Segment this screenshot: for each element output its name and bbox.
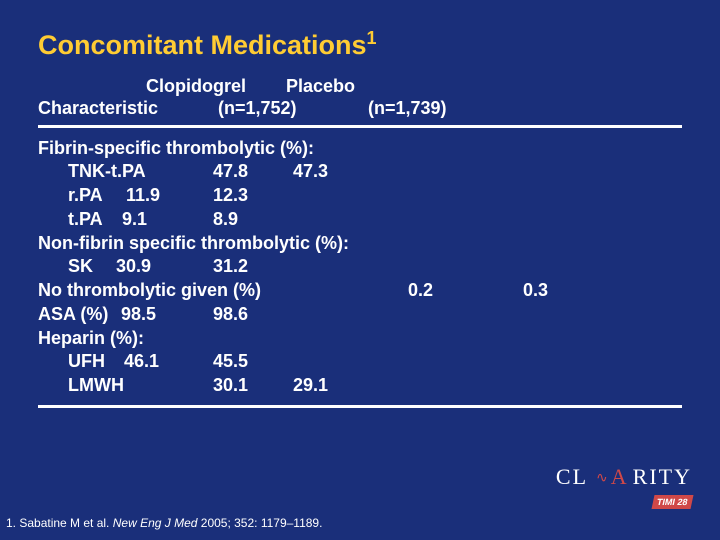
top-rule [38, 125, 682, 128]
timi-badge: TIMI 28 [652, 495, 693, 509]
ufh-v2: 45.5 [213, 349, 248, 373]
lmwh-label: LMWH [68, 373, 124, 397]
footnote: 1. Sabatine M et al. New Eng J Med 2005;… [6, 516, 322, 530]
row-nothrombo: No thrombolytic given (%) 0.2 0.3 [38, 278, 682, 302]
bottom-rule [38, 405, 682, 408]
table-header: Clopidogrel Placebo Characteristic (n=1,… [38, 75, 682, 119]
footnote-prefix: 1. Sabatine M et al. [6, 516, 113, 530]
header-placebo: Placebo [286, 75, 355, 98]
row-asa: ASA (%) 98.5 98.6 [38, 302, 682, 326]
heartbeat-icon: ∿ [596, 469, 607, 486]
header-clopidogrel: Clopidogrel [146, 75, 246, 98]
ufh-label: UFH [68, 349, 105, 373]
tnk-label: TNK-t.PA [68, 159, 146, 183]
row-sk: SK 30.9 31.2 [38, 254, 682, 278]
slide-title: Concomitant Medications1 [38, 28, 682, 61]
sk-v2: 31.2 [213, 254, 248, 278]
tpa-label: t.PA [68, 207, 103, 231]
rpa-v2: 12.3 [213, 183, 248, 207]
sk-v1: 30.9 [116, 254, 151, 278]
nonfibrin-heading: Non-fibrin specific thrombolytic (%): [38, 233, 682, 254]
nothrombo-v2: 0.3 [523, 278, 548, 302]
nothrombo-label: No thrombolytic given (%) [38, 278, 261, 302]
tpa-v2: 8.9 [213, 207, 238, 231]
slide-container: Concomitant Medications1 Clopidogrel Pla… [0, 0, 720, 540]
asa-label: ASA (%) [38, 302, 108, 326]
header-n1: (n=1,752) [218, 97, 297, 120]
title-sup: 1 [367, 28, 377, 48]
logo-left: CL [556, 464, 588, 490]
row-lmwh: LMWH 30.1 29.1 [38, 373, 682, 397]
ufh-v1: 46.1 [124, 349, 159, 373]
header-n2: (n=1,739) [368, 97, 447, 120]
row-rpa: r.PA 11.9 12.3 [38, 183, 682, 207]
header-characteristic: Characteristic [38, 97, 158, 120]
tpa-v1: 9.1 [122, 207, 147, 231]
logo-right: RITY [633, 464, 692, 490]
lmwh-v2: 29.1 [293, 373, 328, 397]
row-ufh: UFH 46.1 45.5 [38, 349, 682, 373]
row-tnk: TNK-t.PA 47.8 47.3 [38, 159, 682, 183]
lmwh-v1: 30.1 [213, 373, 248, 397]
asa-v2: 98.6 [213, 302, 248, 326]
tnk-v1: 47.8 [213, 159, 248, 183]
fibrin-heading: Fibrin-specific thrombolytic (%): [38, 138, 682, 159]
rpa-label: r.PA [68, 183, 103, 207]
rpa-v1: 11.9 [126, 183, 160, 207]
heparin-heading: Heparin (%): [38, 328, 682, 349]
nothrombo-v1: 0.2 [408, 278, 433, 302]
footnote-journal: New Eng J Med [113, 516, 198, 530]
row-tpa: t.PA 9.1 8.9 [38, 207, 682, 231]
logo-accent: A [611, 464, 629, 490]
clarity-logo: CL ∿ARITY TIMI 28 [556, 464, 692, 510]
tnk-v2: 47.3 [293, 159, 328, 183]
footnote-rest: 2005; 352: 1179–1189. [197, 516, 322, 530]
sk-label: SK [68, 254, 93, 278]
title-text: Concomitant Medications [38, 30, 367, 60]
asa-v1: 98.5 [121, 302, 156, 326]
